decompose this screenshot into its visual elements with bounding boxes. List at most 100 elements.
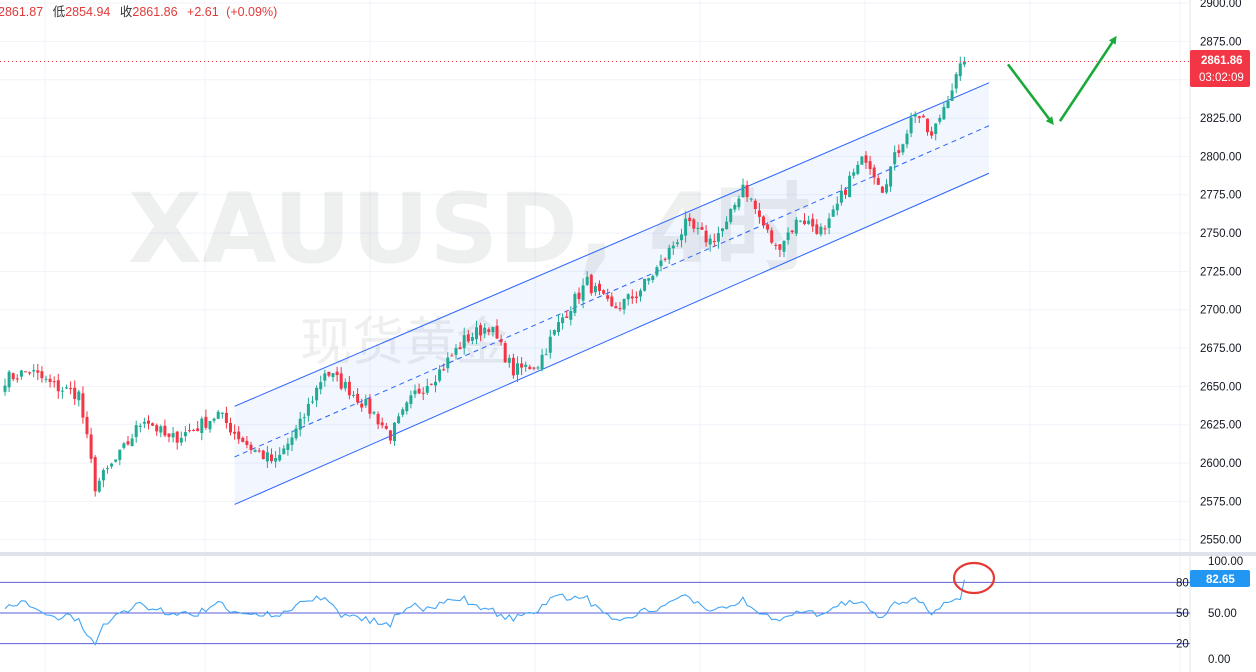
price-tick-label: 2550.00 — [1200, 535, 1242, 547]
ohlc-header: 2861.87 低2854.94 收2861.86 +2.61 (+0.09%) — [0, 5, 277, 19]
candle-body — [913, 113, 917, 117]
candle-body — [770, 230, 774, 243]
candle-body — [315, 387, 319, 401]
candle-body — [893, 152, 897, 165]
candle-body — [97, 480, 101, 492]
rsi-axis[interactable]: 100.00 50.00 0.00 — [1208, 556, 1243, 666]
candle-body — [602, 290, 606, 294]
candle-body — [286, 443, 290, 450]
candle-body — [552, 329, 556, 335]
candle-body — [270, 454, 273, 462]
candle-body — [24, 371, 27, 373]
price-tick-label: 2675.00 — [1200, 343, 1242, 355]
candle-body — [44, 378, 48, 380]
candle-body — [343, 381, 347, 389]
candle-body — [860, 156, 864, 165]
candle-body — [15, 378, 19, 380]
candle-body — [573, 293, 577, 313]
channel-middle[interactable] — [234, 125, 990, 458]
price-axis[interactable]: 2900.002875.002850.002825.002800.002775.… — [1200, 0, 1242, 547]
candle-body — [196, 428, 200, 432]
grid — [0, 0, 1190, 672]
watermark-symbol: XAUUSD, 4时 — [128, 173, 811, 285]
candle-body — [675, 242, 679, 245]
candle-body — [81, 393, 85, 418]
candle-body — [257, 450, 261, 452]
candle-body — [417, 388, 421, 394]
channel-lower[interactable] — [234, 172, 990, 505]
candle-body — [786, 232, 790, 241]
candle-body — [85, 416, 89, 435]
candle-body — [729, 208, 733, 223]
rsi-tick-label: 100.00 — [1208, 556, 1243, 568]
candle-body — [520, 363, 524, 368]
forecast-arrow[interactable] — [1058, 35, 1117, 122]
candle-body — [122, 443, 126, 448]
candle-body — [397, 416, 401, 424]
price-pane[interactable] — [0, 0, 1190, 552]
candle-body — [958, 63, 962, 77]
candle-body — [499, 339, 503, 343]
rsi-level-label: 20 — [1176, 639, 1189, 651]
candle-body — [475, 327, 478, 340]
candle-body — [880, 186, 884, 193]
candle-body — [921, 115, 925, 118]
candle-body — [835, 203, 839, 211]
candle-body — [77, 391, 81, 401]
candle-body — [290, 437, 294, 445]
candle-body — [725, 221, 729, 230]
channel-upper[interactable] — [234, 82, 990, 407]
candle-body — [790, 230, 794, 233]
candle-body — [306, 403, 310, 416]
close-label: 收 — [120, 5, 133, 19]
candle-body — [126, 441, 130, 445]
candle-body — [663, 258, 667, 260]
candle-body — [479, 325, 483, 336]
candle-body — [159, 426, 163, 433]
candle-body — [278, 454, 282, 461]
candle-body — [356, 393, 360, 403]
change-percent: (+0.09%) — [226, 5, 277, 19]
candle-body — [839, 190, 843, 203]
candle-body — [524, 364, 528, 367]
candle-body — [655, 267, 659, 276]
rsi-highlight-circle[interactable] — [952, 561, 996, 595]
rsi-level-label: 80 — [1176, 577, 1189, 589]
candle-body — [917, 116, 921, 118]
high-value: 2861.87 — [0, 5, 43, 19]
candle-body — [536, 367, 540, 369]
pane-separator[interactable] — [0, 552, 1256, 556]
candle-body — [274, 458, 278, 462]
price-tick-label: 2700.00 — [1200, 305, 1242, 317]
candle-body — [93, 457, 97, 492]
candle-body — [692, 219, 696, 229]
candle-body — [372, 412, 376, 414]
candle-body — [749, 198, 753, 200]
candle-body — [811, 218, 815, 227]
candle-body — [384, 426, 388, 429]
candle-body — [335, 371, 339, 376]
forecast-arrows[interactable] — [1006, 35, 1117, 126]
candle-body — [716, 233, 720, 242]
candle-body — [639, 290, 642, 297]
forecast-arrow[interactable] — [1006, 63, 1054, 126]
candle-body — [934, 123, 938, 134]
candle-body — [794, 219, 798, 234]
candle-body — [593, 286, 597, 293]
candle-body — [651, 276, 655, 281]
candle-body — [421, 392, 425, 394]
candle-body — [11, 373, 15, 380]
price-tick-label: 2775.00 — [1200, 190, 1242, 202]
candle-body — [179, 437, 183, 443]
bar-countdown: 03:02:09 — [1199, 72, 1244, 84]
candle-body — [425, 386, 429, 393]
candle-body — [65, 387, 68, 389]
candle-body — [741, 184, 745, 198]
candle-body — [175, 431, 179, 443]
candle-body — [712, 240, 716, 242]
candle-body — [265, 452, 269, 462]
candle-body — [311, 401, 314, 403]
candle-body — [188, 430, 191, 432]
candle-body — [360, 403, 364, 408]
